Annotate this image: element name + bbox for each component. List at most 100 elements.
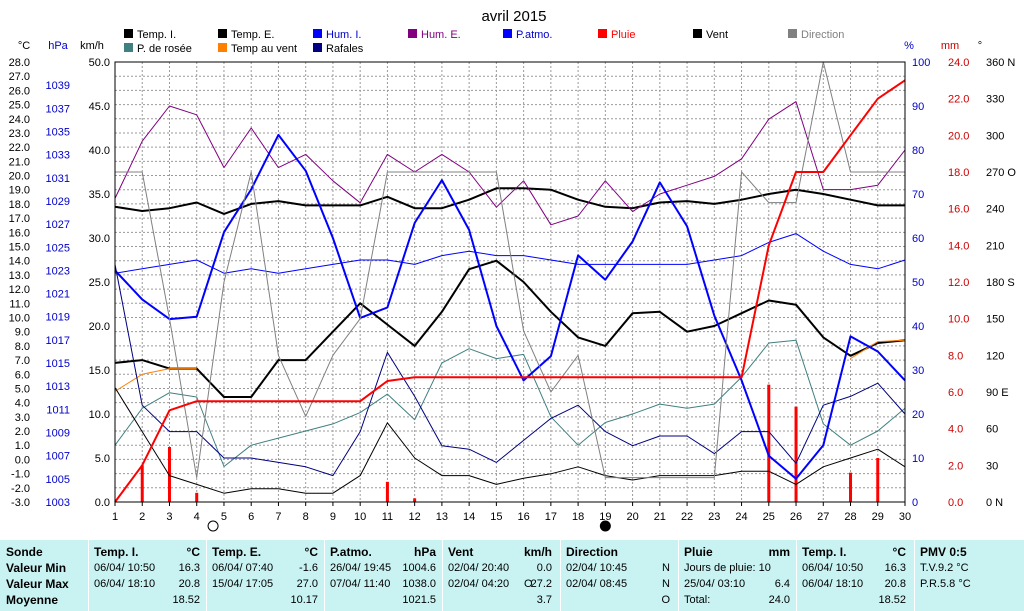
- tick-label: 330: [986, 94, 1004, 106]
- max-date: 06/04/ 18:10: [94, 578, 156, 590]
- x-tick-label: 20: [626, 511, 638, 523]
- x-tick-label: 16: [517, 511, 529, 523]
- footer-divider: [88, 540, 89, 611]
- tick-label: -3.0: [11, 497, 30, 509]
- panel-unit: °C: [186, 545, 200, 559]
- axis-unit-rain: mm: [941, 40, 959, 52]
- tick-label: 13.0: [9, 270, 30, 282]
- axis-unit-temp: °C: [18, 40, 30, 52]
- tick-label: 150: [986, 314, 1004, 326]
- min-date: 02/04/ 10:45: [566, 562, 628, 574]
- legend-label: Pluie: [611, 29, 635, 41]
- series-temp-au-vent: [850, 339, 906, 360]
- panel-unit: hPa: [413, 545, 436, 559]
- series-p-atmo: [114, 133, 906, 480]
- axis-rain: mm 24.0 22.0 20.0 18.0 16.0 14.0 12.0 10.0 8.0 6.0…: [941, 40, 970, 509]
- axis-unit-wind: km/h: [80, 40, 104, 52]
- rain-bar: [876, 458, 880, 502]
- tick-label: 23.0: [9, 128, 30, 140]
- legend-label: Hum. E.: [421, 29, 461, 41]
- x-tick-label: 17: [545, 511, 557, 523]
- x-tick-label: 21: [654, 511, 666, 523]
- rain-bar: [385, 481, 389, 502]
- panel-unit: km/h: [523, 545, 552, 559]
- min-date: 02/04/ 20:40: [448, 562, 510, 574]
- max-value: 20.8: [178, 578, 200, 590]
- legend-item: Vent: [693, 29, 728, 41]
- tick-label: 12.0: [9, 284, 30, 296]
- tick-label: 18.0: [9, 199, 30, 211]
- tick-label: 50: [912, 277, 924, 289]
- footer-divider: [678, 540, 679, 611]
- tick-label: 14.0: [948, 240, 969, 252]
- tick-label: 50.0: [89, 57, 110, 69]
- rain-days: Jours de pluie: 10: [684, 562, 771, 574]
- max-date: 02/04/ 08:45: [566, 578, 628, 590]
- tick-label: 1003: [46, 497, 70, 509]
- axis-unit-humidity: %: [904, 40, 914, 52]
- axis-x: 1 2 3 4 5 6 7 8 9 10 11 12 13 14 15 16 17 18 19 20 21 22 23 24 2…: [112, 502, 911, 523]
- tick-label: 1.0: [15, 440, 30, 452]
- legend-label: P.atmo.: [516, 29, 553, 41]
- tick-label: 300: [986, 130, 1004, 142]
- footer-panel-temp-i: Temp. I. °C 06/04/ 10:50 16.3 06/04/ 18:10…: [94, 540, 204, 611]
- legend-item: Hum. I.: [313, 29, 361, 41]
- tick-label: 180 S: [986, 277, 1015, 289]
- tick-label: 12.0: [948, 277, 969, 289]
- footer-label-avg: Moyenne: [6, 593, 59, 607]
- x-tick-label: 22: [681, 511, 693, 523]
- daily-rain-bars: [140, 384, 880, 502]
- tick-label: 40: [912, 321, 924, 333]
- tick-label: 1027: [46, 219, 70, 231]
- plot-frame: [114, 61, 906, 503]
- panel-title: PMV 0:5: [920, 545, 967, 559]
- max-date: 25/04/ 03:10: [684, 578, 746, 590]
- min-date: 06/04/ 10:50: [802, 562, 864, 574]
- panel-unit: °C: [304, 545, 318, 559]
- footer-label-max: Valeur Max: [6, 577, 69, 591]
- max-date: 07/04/ 11:40: [330, 578, 391, 590]
- tick-label: 17.0: [9, 213, 30, 225]
- rain-bar: [767, 384, 771, 502]
- max-date: 02/04/ 04:20: [448, 578, 510, 590]
- tick-label: 22.0: [948, 94, 969, 106]
- tick-label: 240: [986, 204, 1004, 216]
- series-p-de-ros-e: [114, 339, 906, 467]
- panel-title: P.atmo.: [330, 545, 372, 559]
- tick-label: 20.0: [89, 321, 110, 333]
- tick-label: 20: [912, 409, 924, 421]
- legend-swatch: [124, 43, 133, 52]
- plot-background: [115, 62, 905, 502]
- x-tick-label: 7: [275, 511, 281, 523]
- tick-label: 28.0: [9, 57, 30, 69]
- tick-label: 14.0: [9, 256, 30, 268]
- x-tick-label: 6: [248, 511, 254, 523]
- avg-value: O: [661, 594, 670, 606]
- max-value: 1038.0: [402, 578, 436, 590]
- panel-title: Direction: [566, 545, 619, 559]
- tick-label: 210: [986, 240, 1004, 252]
- tick-label: 10.0: [89, 409, 110, 421]
- tick-label: 90: [912, 101, 924, 113]
- axis-temp: °C 28.0 27.0 26.0 25.0 24.0 23.0 22.0 21.0 20.0 19…: [9, 40, 31, 509]
- tick-label: 4.0: [948, 424, 963, 436]
- x-tick-label: 9: [330, 511, 336, 523]
- legend-swatch: [218, 43, 227, 52]
- tick-label: 1039: [46, 80, 70, 92]
- legend-label: Temp au vent: [231, 43, 297, 55]
- legend-item: P. de rosée: [124, 43, 192, 55]
- tick-label: 60: [986, 424, 998, 436]
- tick-label: 1013: [46, 381, 70, 393]
- x-tick-label: 10: [354, 511, 366, 523]
- min-date: 06/04/ 07:40: [212, 562, 274, 574]
- footer-panel-vent: Vent km/h 02/04/ 20:40 0.0 02/04/ 04:20 O 27…: [448, 540, 556, 611]
- legend-swatch: [503, 29, 512, 38]
- tick-label: 15.0: [89, 365, 110, 377]
- axis-wind: km/h 50.0 45.0 40.0 35.0 30.0 25.0 20.0 15.0 10.0…: [80, 40, 110, 509]
- legend-label: Hum. I.: [326, 29, 361, 41]
- series-vent: [114, 387, 906, 494]
- footer-panel-patmo: P.atmo. hPa 26/04/ 19:45 1004.6 07/04/ 11:…: [330, 540, 440, 611]
- rain-bar: [140, 465, 144, 502]
- footer-divider: [324, 540, 325, 611]
- x-tick-label: 14: [463, 511, 475, 523]
